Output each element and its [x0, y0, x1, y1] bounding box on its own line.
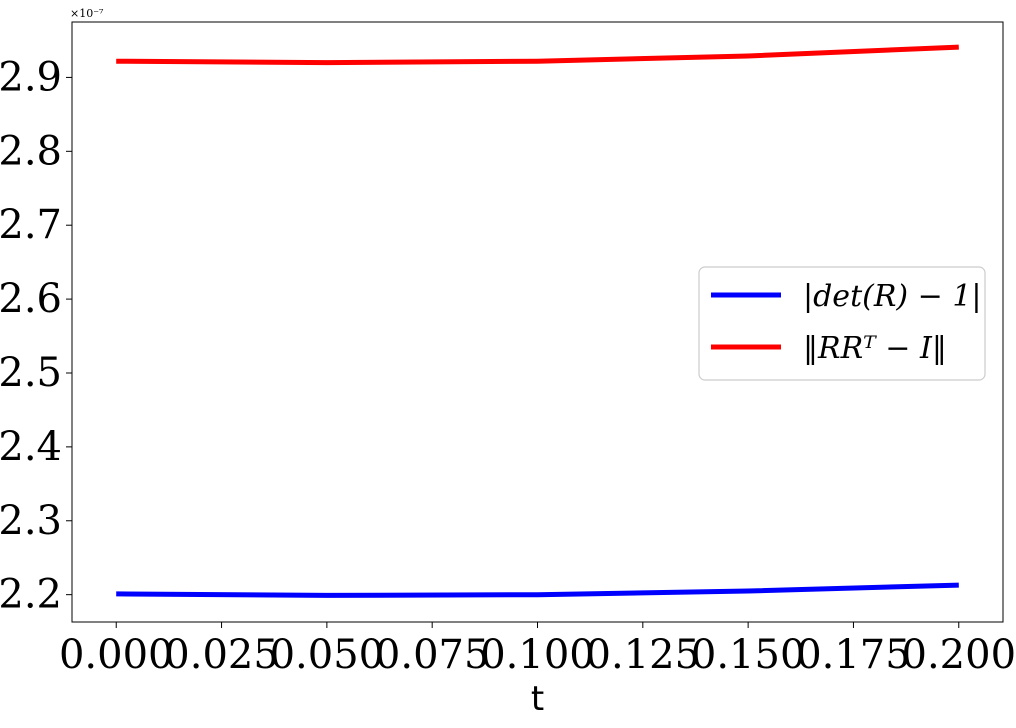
- y-tick-label: 2.2: [0, 572, 62, 618]
- y-tick-label: 2.3: [0, 498, 62, 544]
- x-tick-label: 0.150: [691, 632, 806, 678]
- x-tick-label: 0.075: [375, 632, 490, 678]
- y-tick-label: 2.4: [0, 424, 62, 470]
- x-tick-label: 0.175: [796, 632, 911, 678]
- x-axis: 0.0000.0250.0500.0750.1000.1250.1500.175…: [59, 622, 1016, 678]
- y-tick-label: 2.5: [0, 350, 62, 396]
- x-tick-label: 0.125: [586, 632, 701, 678]
- legend-label-0: |det(R) − 1|: [803, 279, 982, 314]
- y-tick-label: 2.7: [0, 202, 62, 248]
- x-tick-label: 0.100: [480, 632, 595, 678]
- y-axis: 2.2 2.3 2.4 2.5 2.6 2.7 2.8 2.9: [0, 54, 72, 618]
- x-tick-label: 0.200: [902, 632, 1016, 678]
- y-offset-label: ×10⁻⁷: [70, 7, 104, 20]
- y-tick-label: 2.9: [0, 54, 62, 100]
- series-line-0: [116, 582, 959, 598]
- y-tick-label: 2.8: [0, 128, 62, 174]
- legend: |det(R) − 1| ‖RRᵀ − I‖: [698, 266, 986, 381]
- x-tick-label: 0.050: [270, 632, 385, 678]
- y-tick-label: 2.6: [0, 276, 62, 322]
- x-axis-label: t: [531, 679, 544, 719]
- series-line-1: [116, 44, 959, 66]
- x-tick-label: 0.025: [164, 632, 279, 678]
- x-tick-label: 0.000: [59, 632, 174, 678]
- legend-label-1: ‖RRᵀ − I‖: [803, 331, 947, 366]
